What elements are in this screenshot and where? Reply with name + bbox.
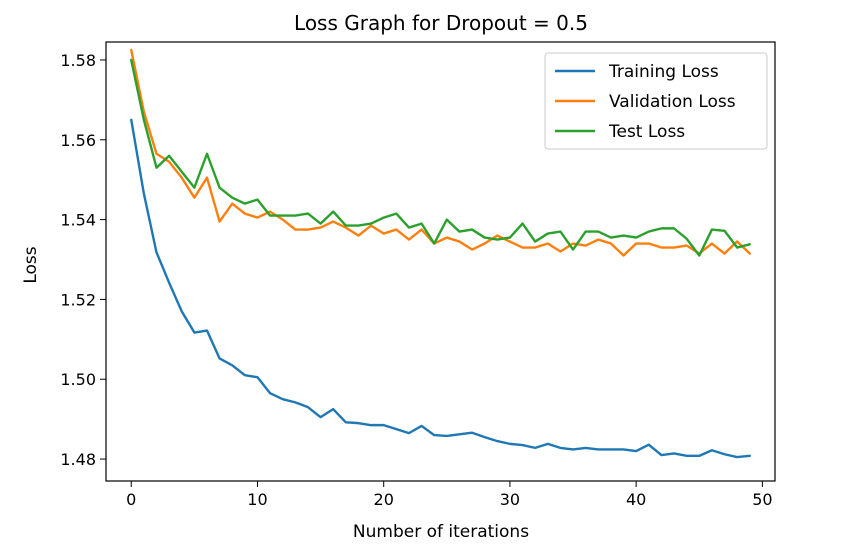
x-tick-label: 0 [126,490,136,509]
plot-frame [105,41,776,482]
x-tick-label: 40 [626,490,646,509]
y-tick-label: 1.56 [60,131,96,150]
series-line-test-loss [130,58,751,257]
x-axis-label: Number of iterations [353,522,529,542]
x-tick-label: 50 [752,490,772,509]
x-tick-label: 20 [374,490,394,509]
x-tick-label: 10 [247,490,267,509]
legend-label: Validation Loss [609,92,736,112]
y-tick-label: 1.48 [60,450,96,469]
y-tick-label: 1.52 [60,290,96,309]
legend-label: Test Loss [608,122,685,142]
x-tick-label: 30 [500,490,520,509]
y-axis-label: Loss [21,246,41,283]
series-line-validation-loss [130,48,751,257]
y-tick-label: 1.50 [60,370,96,389]
y-tick-label: 1.58 [60,51,96,70]
plot-area: 0 10 20 30 40 50 1.48 1.50 1.52 1.54 1.56 1.58 Train… [60,41,776,509]
y-tick-label: 1.54 [60,211,96,230]
legend-box [544,52,768,150]
legend: Training Loss Validation Loss Test Loss [544,52,768,150]
legend-label: Training Loss [608,62,719,82]
chart-title: Loss Graph for Dropout = 0.5 [294,11,588,35]
series-line-training-loss [130,118,751,459]
